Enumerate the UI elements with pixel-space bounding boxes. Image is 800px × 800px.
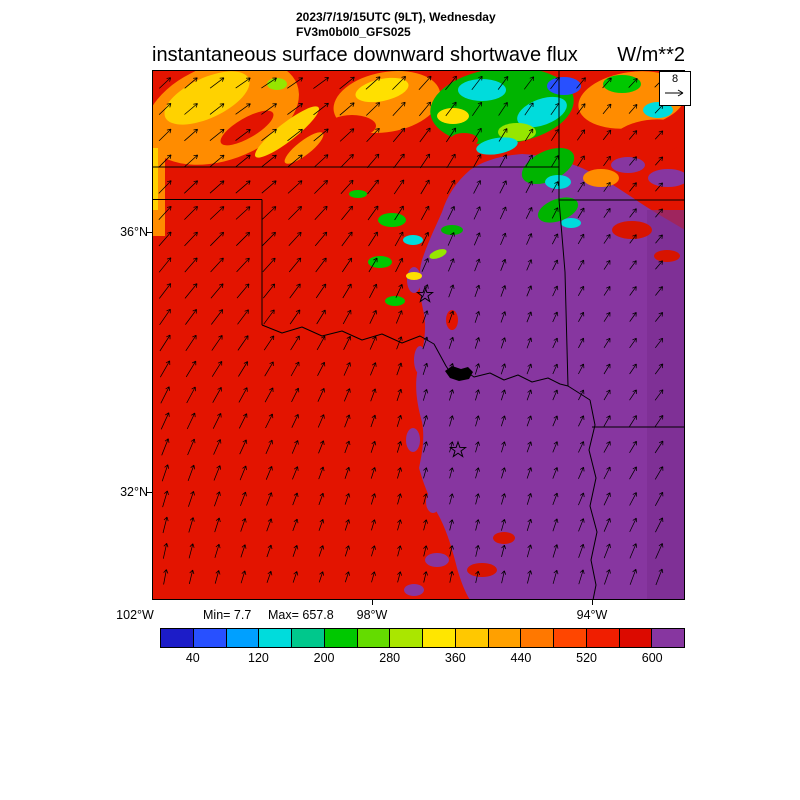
colorbar-tick-label: 520 bbox=[576, 651, 597, 665]
colorbar-segment bbox=[226, 629, 260, 647]
wind-arrows bbox=[158, 75, 664, 586]
colorbar-tick-label: 200 bbox=[313, 651, 335, 665]
colorbar-segment bbox=[521, 629, 554, 647]
colorbar bbox=[160, 628, 685, 648]
flux-map-svg bbox=[152, 70, 685, 600]
vector-reference-value: 8 bbox=[671, 73, 679, 85]
colorbar-segment bbox=[259, 629, 292, 647]
lat-label-36n: 36°N bbox=[120, 225, 148, 239]
lon-tick-98w bbox=[372, 600, 373, 605]
vector-reference-box: 8 bbox=[659, 71, 691, 106]
colorbar-segment bbox=[488, 629, 522, 647]
min-value-label: Min= 7.7 bbox=[203, 608, 252, 622]
colorbar-segment bbox=[652, 629, 684, 647]
colorbar-tick-label: 120 bbox=[248, 651, 269, 665]
lake-marker bbox=[445, 366, 473, 381]
colorbar-segment bbox=[324, 629, 358, 647]
colorbar-tick-label: 440 bbox=[510, 651, 532, 665]
colorbar-segment bbox=[292, 629, 325, 647]
station-star-marker bbox=[415, 285, 435, 303]
plot-title: instantaneous surface downward shortwave… bbox=[152, 44, 578, 66]
colorbar-tick-label: 360 bbox=[444, 651, 466, 665]
station-star-marker bbox=[448, 440, 468, 458]
colorbar-segment bbox=[586, 629, 620, 647]
valid-time-label: 2023/7/19/15UTC (9LT), Wednesday bbox=[296, 10, 496, 24]
colorbar-tick-label: 280 bbox=[379, 651, 401, 665]
lon-tick-94w bbox=[592, 600, 593, 605]
colorbar-segment bbox=[619, 629, 653, 647]
lon-label-98w: 98°W bbox=[356, 608, 388, 622]
colorbar-segment bbox=[423, 629, 456, 647]
station-markers bbox=[415, 285, 468, 458]
lat-tick-32n bbox=[146, 492, 152, 493]
reference-arrow-icon bbox=[665, 89, 684, 97]
model-name-label: FV3m0b0l0_GFS025 bbox=[296, 25, 411, 39]
colorbar-segment bbox=[193, 629, 227, 647]
colorbar-segment bbox=[390, 629, 423, 647]
lon-label-102w: 102°W bbox=[116, 608, 154, 622]
state-borders bbox=[152, 70, 685, 600]
plot-units-label: W/m**2 bbox=[617, 44, 685, 66]
colorbar-labels: 40 120 200 280 360 440 520 600 bbox=[160, 651, 685, 667]
lon-label-94w: 94°W bbox=[576, 608, 608, 622]
flux-field bbox=[152, 70, 685, 600]
colorbar-segment bbox=[554, 629, 587, 647]
colorbar-segment bbox=[161, 629, 194, 647]
colorbar-segment bbox=[455, 629, 489, 647]
lat-tick-36n bbox=[146, 232, 152, 233]
wind-arrow-field bbox=[158, 75, 664, 586]
colorbar-segment bbox=[357, 629, 391, 647]
map-frame bbox=[152, 70, 685, 600]
lat-label-32n: 32°N bbox=[120, 485, 148, 499]
map-canvas bbox=[152, 70, 685, 600]
colorbar-tick-label: 40 bbox=[185, 651, 200, 665]
max-value-label: Max= 657.8 bbox=[268, 608, 334, 622]
colorbar-tick-label: 600 bbox=[641, 651, 663, 665]
